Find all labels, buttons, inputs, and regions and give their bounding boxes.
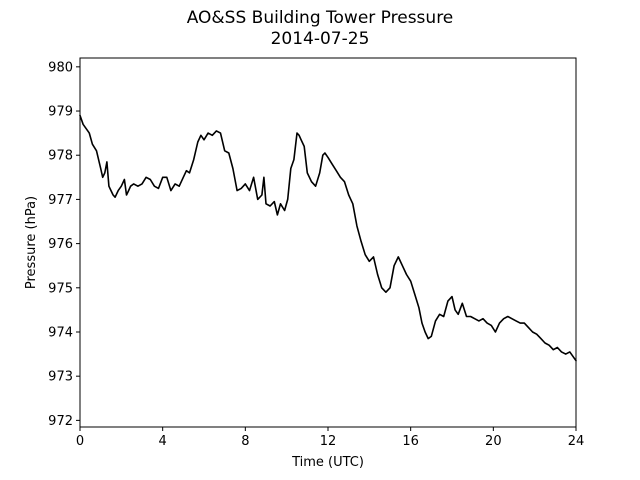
y-tick-label: 975 [48, 281, 73, 296]
x-axis-label: Time (UTC) [291, 455, 364, 470]
y-tick-label: 980 [48, 60, 73, 75]
x-tick-label: 16 [402, 434, 419, 449]
axis-ticks: 0 4 8 12 16 20 24 972 973 974 975 976 977 978 979 980 [48, 60, 584, 449]
y-tick-label: 979 [48, 105, 73, 120]
y-tick-label: 974 [48, 325, 73, 340]
x-tick-label: 20 [485, 434, 502, 449]
x-tick-label: 4 [159, 434, 167, 449]
plot-frame [79, 57, 577, 428]
y-tick-label: 972 [48, 414, 73, 429]
x-tick-label: 12 [320, 434, 337, 449]
y-tick-label: 973 [48, 370, 73, 385]
y-axis-label: Pressure (hPa) [24, 196, 39, 289]
pressure-series-line [79, 114, 577, 362]
y-tick-label: 977 [48, 193, 73, 208]
plot-area [79, 114, 577, 362]
x-tick-label: 24 [568, 434, 585, 449]
y-tick-label: 976 [48, 237, 73, 252]
chart-subtitle: 2014-07-25 [270, 29, 370, 49]
x-tick-label: 8 [241, 434, 249, 449]
x-tick-label: 0 [76, 434, 84, 449]
y-tick-label: 978 [48, 149, 73, 164]
chart-title: AO&SS Building Tower Pressure [186, 8, 454, 28]
